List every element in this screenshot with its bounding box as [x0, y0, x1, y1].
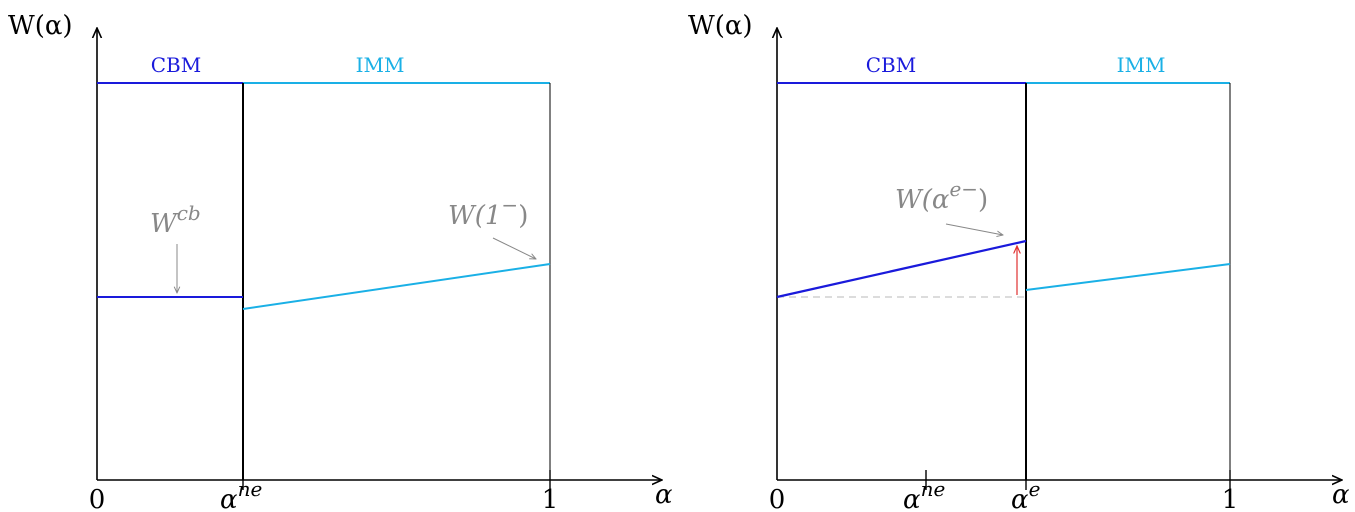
right-we-annotation: W(αe−)	[895, 177, 988, 215]
left-cbm-label: CBM	[151, 53, 201, 77]
left-imm-label: IMM	[356, 53, 405, 77]
right-tick-one-label: 1	[1222, 485, 1239, 512]
right-imm-welfare-line	[1025, 263, 1231, 291]
right-imm-label: IMM	[1117, 53, 1166, 77]
left-wcb-annotation: Wcb	[150, 201, 201, 239]
right-cbm-label: CBM	[866, 53, 916, 77]
left-panel: W(α) α CBM IMM 0 αne 1 Wcb W(1−)	[8, 11, 673, 512]
right-panel: W(α) α CBM IMM 0 αne αe 1 W(αe−)	[688, 11, 1350, 512]
left-tick-ne-label: αne	[220, 477, 262, 512]
left-tick-zero-label: 0	[89, 485, 106, 512]
right-tick-ne-label: αne	[903, 477, 945, 512]
left-w1-annotation: W(1−)	[448, 193, 528, 231]
left-tick-one-label: 1	[542, 485, 559, 512]
left-x-axis-label: α	[655, 480, 673, 510]
right-tick-e-label: αe	[1011, 477, 1040, 512]
right-we-arrow	[945, 223, 1003, 235]
right-cbm-welfare-line	[776, 239, 1027, 299]
left-w1-arrow	[492, 237, 536, 259]
left-imm-welfare-line	[242, 263, 551, 310]
left-y-axis-label: W(α)	[8, 11, 73, 41]
right-y-axis-label: W(α)	[688, 11, 753, 41]
right-x-axis-label: α	[1332, 480, 1350, 510]
right-tick-zero-label: 0	[769, 485, 786, 512]
